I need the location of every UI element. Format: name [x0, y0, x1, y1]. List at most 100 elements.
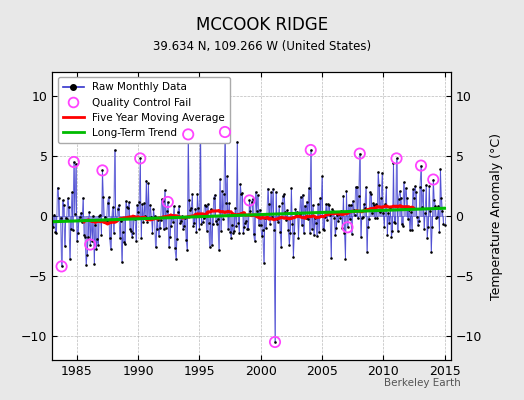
Point: [196, 114, 205, 121]
Point: [303, 216, 312, 222]
Point: [376, 209, 385, 216]
Point: [380, 224, 388, 230]
Point: [412, 188, 420, 195]
Point: [296, 211, 304, 217]
Point: [123, 204, 131, 210]
Point: [58, 263, 66, 270]
Point: [67, 226, 75, 232]
Point: [372, 201, 380, 207]
Point: [357, 215, 366, 221]
Point: [235, 229, 244, 236]
Point: [198, 221, 206, 228]
Point: [246, 208, 255, 214]
Point: [82, 261, 90, 268]
Point: [307, 147, 315, 153]
Point: [440, 222, 449, 229]
Point: [223, 173, 231, 180]
Point: [194, 205, 203, 212]
Point: [71, 210, 79, 217]
Point: [389, 160, 398, 166]
Point: [348, 198, 357, 204]
Point: [86, 241, 94, 248]
Point: [357, 233, 365, 240]
Point: [232, 223, 241, 229]
Point: [86, 241, 94, 248]
Point: [152, 226, 161, 232]
Point: [330, 214, 339, 221]
Point: [408, 227, 416, 233]
Point: [80, 232, 88, 238]
Point: [255, 222, 263, 228]
Point: [259, 259, 268, 266]
Point: [399, 179, 408, 186]
Point: [267, 189, 275, 196]
Point: [198, 219, 206, 226]
Point: [191, 206, 200, 212]
Point: [60, 243, 69, 249]
Point: [410, 194, 418, 201]
Point: [340, 229, 348, 236]
Point: [276, 228, 285, 235]
Point: [105, 234, 114, 241]
Point: [203, 201, 212, 208]
Point: [237, 191, 246, 197]
Point: [304, 185, 313, 191]
Point: [413, 214, 421, 220]
Point: [283, 207, 291, 213]
Point: [331, 232, 340, 239]
Point: [371, 215, 379, 222]
Point: [92, 246, 101, 252]
Point: [81, 234, 89, 240]
Point: [106, 246, 115, 252]
Point: [209, 220, 217, 227]
Point: [195, 226, 204, 232]
Point: [356, 150, 364, 157]
Point: [229, 230, 237, 236]
Point: [365, 216, 373, 223]
Point: [111, 147, 119, 153]
Point: [291, 206, 300, 213]
Point: [116, 235, 124, 241]
Point: [234, 220, 243, 226]
Point: [379, 210, 387, 216]
Point: [245, 197, 254, 204]
Point: [318, 173, 326, 180]
Point: [52, 230, 61, 236]
Point: [161, 225, 170, 232]
Point: [126, 226, 134, 232]
Point: [411, 183, 419, 190]
Point: [429, 176, 438, 183]
Point: [63, 195, 72, 202]
Point: [217, 188, 226, 194]
Point: [135, 198, 144, 205]
Point: [308, 226, 316, 232]
Point: [226, 229, 234, 235]
Point: [202, 228, 211, 234]
Point: [409, 186, 417, 192]
Point: [240, 224, 248, 230]
Point: [313, 232, 321, 239]
Point: [346, 202, 355, 208]
Point: [297, 222, 305, 228]
Point: [83, 252, 91, 258]
Point: [118, 229, 127, 236]
Point: [332, 225, 341, 231]
Point: [176, 220, 184, 226]
Point: [414, 222, 422, 228]
Point: [341, 256, 350, 262]
Point: [129, 230, 137, 236]
Point: [420, 226, 428, 232]
Point: [325, 202, 333, 208]
Point: [391, 220, 400, 226]
Point: [407, 209, 415, 216]
Point: [79, 195, 87, 201]
Point: [369, 200, 377, 206]
Point: [91, 222, 100, 228]
Point: [131, 216, 139, 222]
Point: [364, 224, 372, 230]
Point: [339, 193, 347, 199]
Point: [388, 228, 397, 234]
Point: [162, 207, 171, 214]
Point: [398, 223, 407, 229]
Point: [430, 196, 439, 203]
